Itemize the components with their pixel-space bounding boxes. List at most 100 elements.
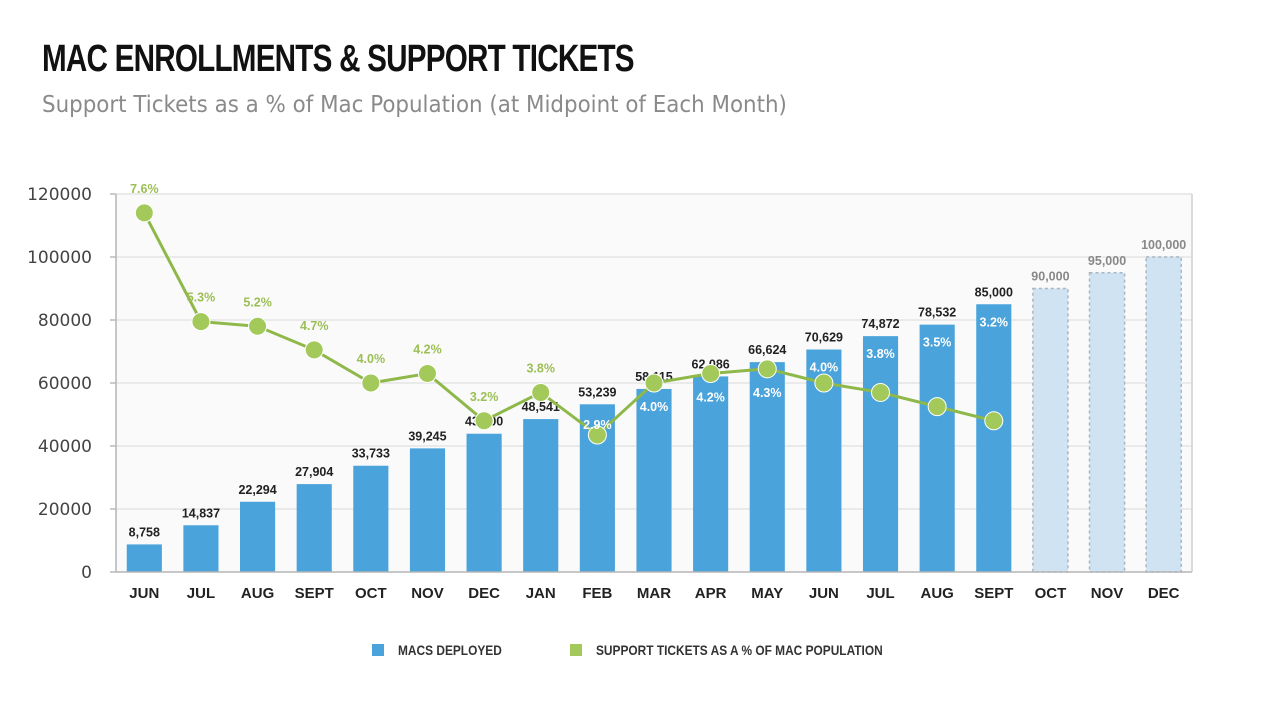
bar <box>466 433 502 572</box>
line-marker <box>814 373 834 393</box>
percent-label: 3.5% <box>923 336 952 350</box>
x-tick-label: OCT <box>1035 585 1067 602</box>
bar-value-label: 53,239 <box>578 385 616 399</box>
line-marker <box>927 397 947 417</box>
bar-value-label: 70,629 <box>805 331 843 345</box>
x-tick-label: AUG <box>920 585 953 602</box>
percent-label: 7.6% <box>130 182 159 196</box>
x-tick-label: DEC <box>468 585 500 602</box>
x-tick-label: NOV <box>1091 585 1124 602</box>
percent-label: 4.7% <box>300 319 329 333</box>
line-marker <box>191 312 211 332</box>
percent-label: 3.8% <box>526 361 555 375</box>
y-tick-label: 0 <box>81 563 92 583</box>
percent-labels: 7.6% 5.3% 5.2% 4.7% 4.0% 4.2% 3.2% 3.8% 2.9% 4.0%… <box>130 182 1008 432</box>
bar-value-label: 33,733 <box>352 447 390 461</box>
y-tick-label: 100000 <box>27 248 92 268</box>
line-marker <box>531 382 551 402</box>
percent-label: 4.3% <box>753 386 782 400</box>
x-tick-label: MAY <box>751 585 783 602</box>
x-axis-ticks: JUN JUL AUG SEPT OCT NOV DEC JAN FEB MAR APR MAY JUN… <box>129 585 1179 602</box>
legend-label: SUPPORT TICKETS AS A % OF MAC POPULATION <box>596 642 883 658</box>
percent-label: 3.2% <box>980 315 1009 329</box>
bar-value-label: 66,624 <box>748 343 786 357</box>
x-tick-label: AUG <box>241 585 274 602</box>
percent-label: 4.0% <box>640 400 669 414</box>
forecast-bar <box>1088 272 1126 573</box>
x-tick-label: JUL <box>866 585 894 602</box>
line-marker <box>644 373 664 393</box>
y-tick-label: 60000 <box>38 374 92 394</box>
line-marker <box>417 364 437 384</box>
forecast-bar <box>1032 287 1069 573</box>
line-marker <box>474 411 494 431</box>
bar-value-label: 39,245 <box>408 429 446 443</box>
y-tick-label: 40000 <box>38 437 92 457</box>
bar <box>353 465 389 572</box>
line-marker <box>361 373 381 393</box>
bar <box>862 336 899 572</box>
percent-label: 4.0% <box>357 352 386 366</box>
percent-label: 5.2% <box>243 295 272 309</box>
percent-label: 4.2% <box>696 391 725 405</box>
line-marker <box>871 382 891 402</box>
bar-value-label: 95,000 <box>1088 254 1126 268</box>
bar <box>976 304 1012 572</box>
x-tick-label: JUL <box>187 585 215 602</box>
y-tick-label: 120000 <box>27 185 92 205</box>
line-marker <box>984 411 1004 431</box>
x-tick-label: OCT <box>355 585 387 602</box>
bar <box>126 544 162 572</box>
bar <box>919 324 955 572</box>
bar-value-labels: 8,75814,83722,29427,90433,73339,24543,90… <box>129 238 1187 539</box>
bar <box>693 376 729 572</box>
bar-value-label: 8,758 <box>129 525 160 539</box>
line-marker <box>587 425 607 445</box>
bar-value-label: 22,294 <box>238 483 276 497</box>
line-path <box>142 212 995 437</box>
bar-value-label: 27,904 <box>295 465 333 479</box>
x-tick-label: SEPT <box>974 585 1013 602</box>
bar <box>240 501 276 572</box>
bar <box>523 419 559 572</box>
bar <box>183 525 219 572</box>
bar-value-label: 85,000 <box>975 285 1013 299</box>
x-tick-label: APR <box>695 585 727 602</box>
chart-title: MAC ENROLLMENTS & SUPPORT TICKETS <box>42 38 635 80</box>
bar-value-label: 48,541 <box>522 400 560 414</box>
line-marker <box>248 316 268 336</box>
x-tick-label: JUN <box>809 585 839 602</box>
line-marker <box>701 364 721 384</box>
line-marker <box>134 203 154 223</box>
legend-item-support-tickets: SUPPORT TICKETS AS A % OF MAC POPULATION <box>570 642 933 658</box>
bar-value-label: 14,837 <box>182 506 220 520</box>
bar <box>409 448 446 572</box>
line-marker <box>304 340 324 360</box>
bar-value-label: 78,532 <box>918 306 956 320</box>
x-tick-label: NOV <box>411 585 444 602</box>
percent-label: 4.0% <box>810 361 839 375</box>
bar <box>296 484 332 572</box>
percent-label: 3.8% <box>866 347 895 361</box>
x-tick-label: MAR <box>637 585 671 602</box>
axes <box>115 194 1193 573</box>
percent-label: 3.2% <box>470 390 499 404</box>
forecast-bar <box>1145 256 1182 573</box>
legend-label: MACS DEPLOYED <box>398 642 502 658</box>
legend-item-macs-deployed: MACS DEPLOYED <box>372 642 520 658</box>
bar <box>749 362 785 572</box>
line-series <box>134 203 1004 445</box>
bars <box>126 256 1182 573</box>
y-axis-ticks: 0 20000 40000 60000 80000 100000 120000 <box>27 185 116 583</box>
gridlines <box>116 193 1192 510</box>
bar-value-label: 90,000 <box>1031 270 1069 284</box>
x-tick-label: DEC <box>1148 585 1180 602</box>
percent-label: 2.9% <box>583 418 612 432</box>
legend-swatch-line <box>570 644 582 656</box>
bar-value-label: 100,000 <box>1141 238 1186 252</box>
y-tick-label: 20000 <box>38 500 92 520</box>
y-tick-label: 80000 <box>38 311 92 331</box>
x-tick-label: FEB <box>582 585 612 602</box>
percent-label: 5.3% <box>187 291 216 305</box>
